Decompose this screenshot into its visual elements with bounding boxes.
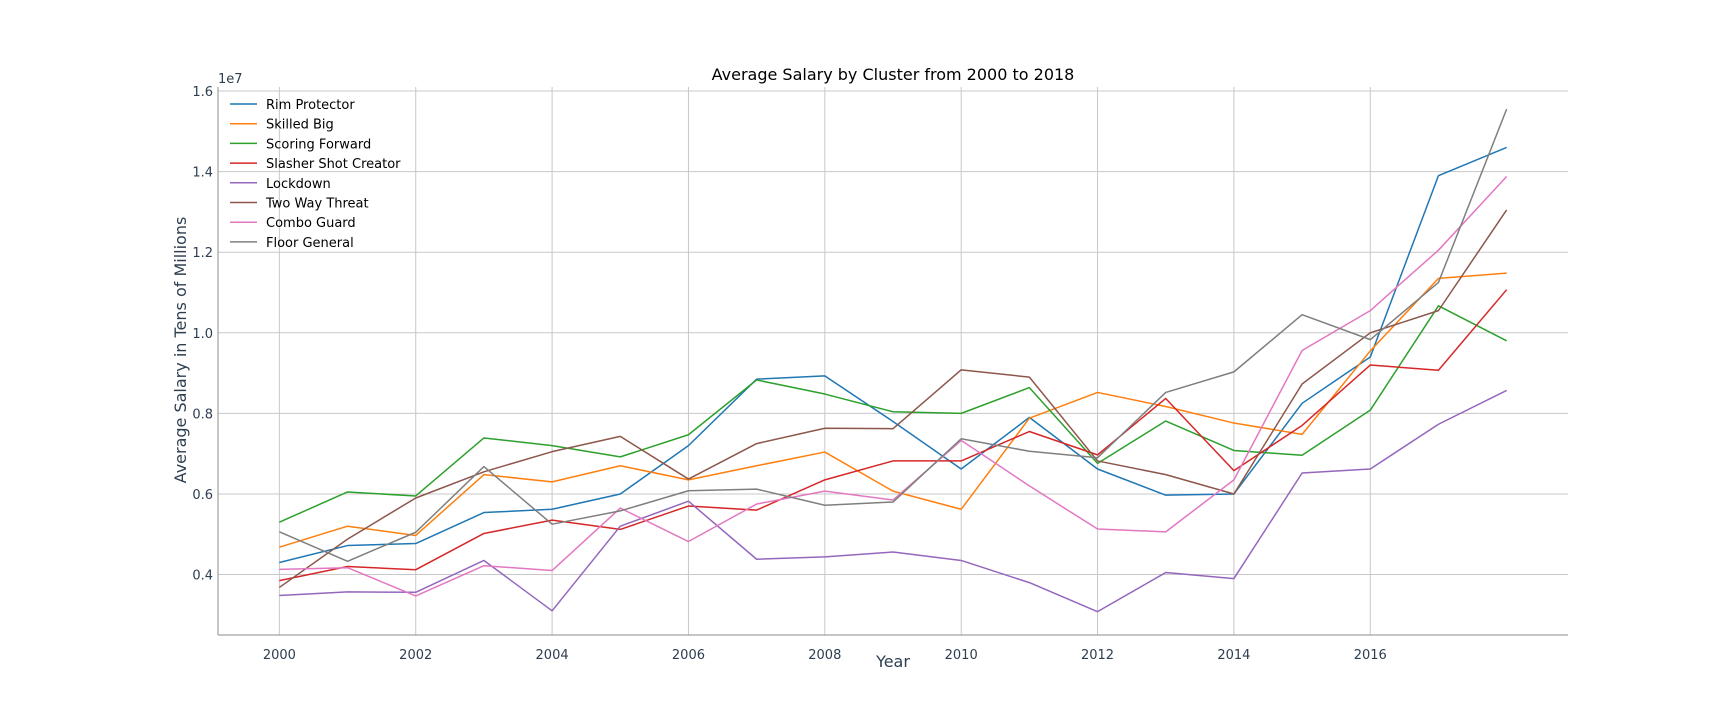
axes	[217, 87, 1568, 636]
x-tick-label: 2004	[536, 648, 569, 663]
grid	[218, 87, 1568, 635]
y-axis-offset-label: 1e7	[218, 72, 243, 87]
x-axis-label: Year	[875, 652, 910, 671]
legend-entry: Lockdown	[266, 177, 331, 192]
x-tick-label: 2002	[399, 648, 432, 663]
y-tick-label: 1.6	[192, 85, 213, 100]
y-tick-label: 1.2	[192, 246, 213, 261]
series-line-slasher-shot-creator	[279, 289, 1508, 582]
series-line-rim-protector	[279, 146, 1507, 564]
series-line-lockdown	[279, 389, 1507, 613]
legend-entry: Scoring Forward	[266, 137, 371, 152]
x-tick-label: 2012	[1081, 648, 1114, 663]
legend-entry: Rim Protector	[266, 98, 355, 113]
legend-entry: Floor General	[266, 236, 354, 251]
legend-entry: Skilled Big	[266, 118, 334, 133]
legend-entry: Slasher Shot Creator	[266, 157, 401, 172]
y-tick-label: 0.4	[192, 569, 213, 584]
y-tick-label: 0.6	[192, 488, 213, 503]
x-axis-ticks: 2000 2002 2004 2006 2008 2010 2012 2014 2016	[263, 648, 1387, 663]
x-tick-label: 2016	[1354, 648, 1387, 663]
legend: Rim Protector Skilled Big Scoring Forward S…	[230, 98, 401, 251]
x-tick-label: 2000	[263, 648, 296, 663]
y-axis-label: Average Salary in Tens of Millions	[171, 217, 190, 484]
series-line-combo-guard	[279, 175, 1508, 597]
x-tick-label: 2006	[672, 648, 705, 663]
series-line-scoring-forward	[279, 305, 1507, 523]
series-line-two-way-threat	[278, 209, 1508, 589]
legend-entry: Combo Guard	[266, 216, 356, 231]
series-line-skilled-big	[279, 272, 1507, 548]
y-tick-label: 0.8	[192, 407, 213, 422]
x-tick-label: 2010	[945, 648, 978, 663]
x-tick-label: 2014	[1217, 648, 1250, 663]
chart-title: Average Salary by Cluster from 2000 to 2…	[712, 65, 1075, 84]
y-tick-label: 1.4	[192, 166, 213, 181]
series-lines	[278, 108, 1508, 613]
legend-entry: Two Way Threat	[265, 197, 369, 212]
y-tick-label: 1.0	[192, 327, 213, 342]
series-line-floor-general	[279, 108, 1508, 563]
x-tick-label: 2008	[808, 648, 841, 663]
y-axis-ticks: 0.4 0.6 0.8 1.0 1.2 1.4 1.6	[192, 85, 213, 584]
